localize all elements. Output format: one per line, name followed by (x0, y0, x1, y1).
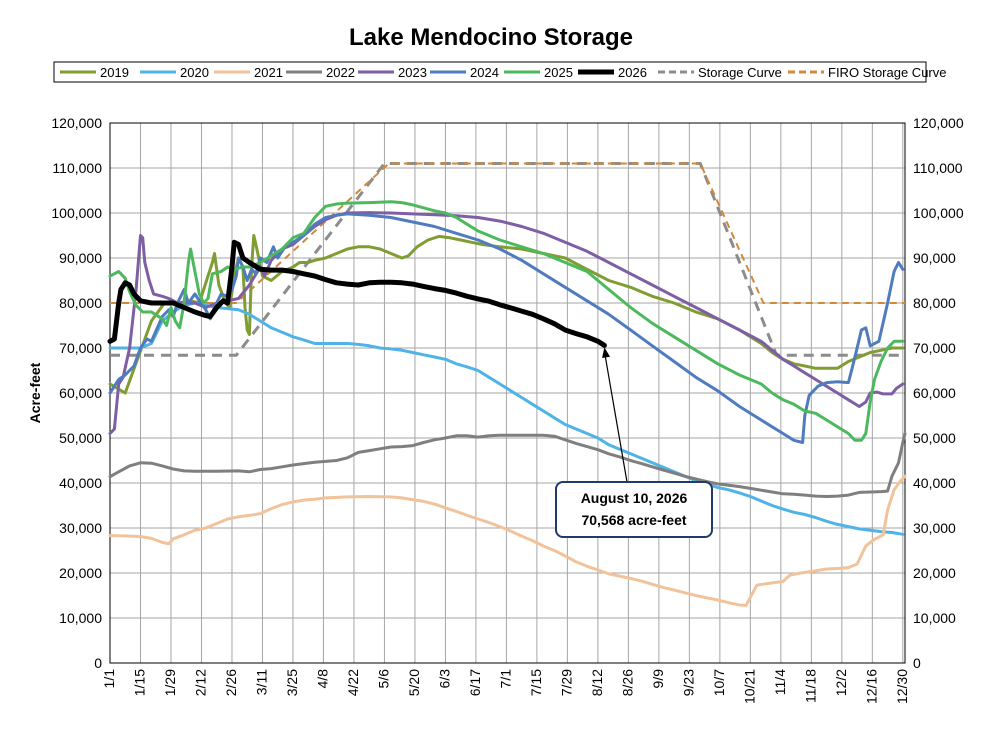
series-line-2019 (108, 234, 905, 395)
y-axis-left: 0 10,000 20,000 30,000 40,000 50,000 60,000 70,… (51, 115, 102, 671)
x-tick-label: 8/26 (619, 669, 635, 696)
y-axis-right: 0 10,000 20,000 30,000 40,000 50,000 60,000 70,… (913, 115, 964, 671)
y-tick-label-left: 90,000 (59, 250, 102, 266)
series-line-2022 (108, 432, 907, 498)
x-tick-label: 6/3 (436, 669, 452, 689)
legend-label: 2020 (180, 65, 209, 80)
callout-value: 70,568 acre-feet (581, 512, 686, 528)
x-tick-label: 8/12 (589, 669, 605, 696)
x-tick-label: 11/4 (772, 669, 788, 695)
x-tick-label: 10/7 (711, 669, 727, 696)
x-tick-label: 10/21 (741, 669, 757, 704)
gridlines (109, 122, 905, 664)
y-tick-label-right: 90,000 (913, 250, 956, 266)
y-tick-label-left: 0 (94, 655, 102, 671)
series-line-2024 (108, 212, 905, 444)
legend-label: 2025 (544, 65, 573, 80)
series-line-2020 (108, 301, 905, 536)
x-tick-label: 7/29 (558, 669, 574, 696)
x-tick-label: 9/9 (650, 669, 666, 689)
legend-label: 2024 (470, 65, 499, 80)
series-line-2025 (108, 200, 905, 442)
y-tick-label-left: 30,000 (59, 520, 102, 536)
series-line-2023 (108, 211, 905, 435)
x-tick-label: 6/17 (467, 669, 483, 696)
callout: August 10, 2026 70,568 acre-feet (555, 347, 713, 538)
x-tick-label: 4/8 (314, 669, 330, 689)
series-lines (107, 162, 907, 607)
series-line-storage-curve (110, 162, 905, 357)
y-tick-label-right: 110,000 (913, 160, 963, 176)
legend: 2019 2020 2021 2022 2023 2024 2025 2026 Storage … (53, 61, 947, 83)
y-tick-label-right: 50,000 (913, 430, 956, 446)
x-tick-label: 9/23 (680, 669, 696, 696)
y-tick-label-right: 20,000 (913, 565, 956, 581)
x-tick-label: 2/12 (192, 669, 208, 696)
x-tick-label: 4/22 (345, 669, 361, 696)
legend-label: 2019 (100, 65, 129, 80)
y-tick-label-left: 110,000 (52, 160, 102, 176)
y-tick-label-left: 50,000 (59, 430, 102, 446)
y-tick-label-left: 20,000 (59, 565, 102, 581)
y-tick-label-right: 60,000 (913, 385, 956, 401)
x-tick-label: 12/30 (894, 669, 910, 704)
y-tick-label-right: 80,000 (913, 295, 956, 311)
x-tick-label: 12/16 (863, 669, 879, 704)
callout-arrow (603, 351, 628, 483)
legend-label: 2022 (326, 65, 355, 80)
legend-label: 2026 (618, 65, 647, 80)
x-axis: 1/1 1/15 1/29 2/12 2/26 3/11 3/25 4/8 4/22 5/6 5/2… (101, 669, 910, 704)
x-tick-label: 5/20 (406, 669, 422, 696)
legend-box (53, 61, 927, 83)
y-tick-label-right: 0 (913, 655, 921, 671)
x-tick-label: 2/26 (223, 669, 239, 696)
x-tick-label: 12/2 (833, 669, 849, 696)
legend-label: 2023 (398, 65, 427, 80)
y-tick-label-right: 120,000 (913, 115, 964, 131)
y-tick-label-right: 30,000 (913, 520, 956, 536)
y-tick-label-right: 40,000 (913, 475, 956, 491)
y-tick-label-left: 40,000 (59, 475, 102, 491)
chart-title: Lake Mendocino Storage (349, 24, 633, 51)
x-tick-label: 1/1 (101, 669, 117, 689)
x-tick-label: 7/15 (528, 669, 544, 696)
x-tick-label: 7/1 (497, 669, 513, 689)
series-line-firo-storage-curve (110, 162, 905, 304)
legend-label: FIRO Storage Curve (828, 65, 947, 80)
y-tick-label-left: 120,000 (51, 115, 102, 131)
x-tick-label: 5/6 (375, 669, 391, 689)
x-tick-label: 3/11 (253, 669, 269, 695)
x-tick-label: 1/29 (162, 669, 178, 696)
x-tick-label: 11/18 (802, 669, 818, 703)
y-tick-label-left: 70,000 (59, 340, 102, 356)
y-tick-label-left: 100,000 (51, 205, 102, 221)
y-tick-label-left: 60,000 (59, 385, 102, 401)
legend-label: 2021 (254, 65, 283, 80)
legend-label: Storage Curve (698, 65, 782, 80)
y-tick-label-left: 80,000 (59, 295, 102, 311)
y-tick-label-right: 100,000 (913, 205, 964, 221)
series-line-2021 (108, 474, 907, 607)
x-tick-label: 3/25 (284, 669, 300, 696)
y-tick-label-right: 70,000 (913, 340, 956, 356)
series-line-2026 (107, 239, 607, 348)
y-axis-title: Acre-feet (27, 362, 43, 423)
callout-date: August 10, 2026 (581, 490, 688, 506)
x-tick-label: 1/15 (131, 669, 147, 696)
y-tick-label-left: 10,000 (59, 610, 102, 626)
callout-box (555, 481, 713, 538)
y-tick-label-right: 10,000 (913, 610, 956, 626)
callout-arrowhead (602, 347, 610, 358)
